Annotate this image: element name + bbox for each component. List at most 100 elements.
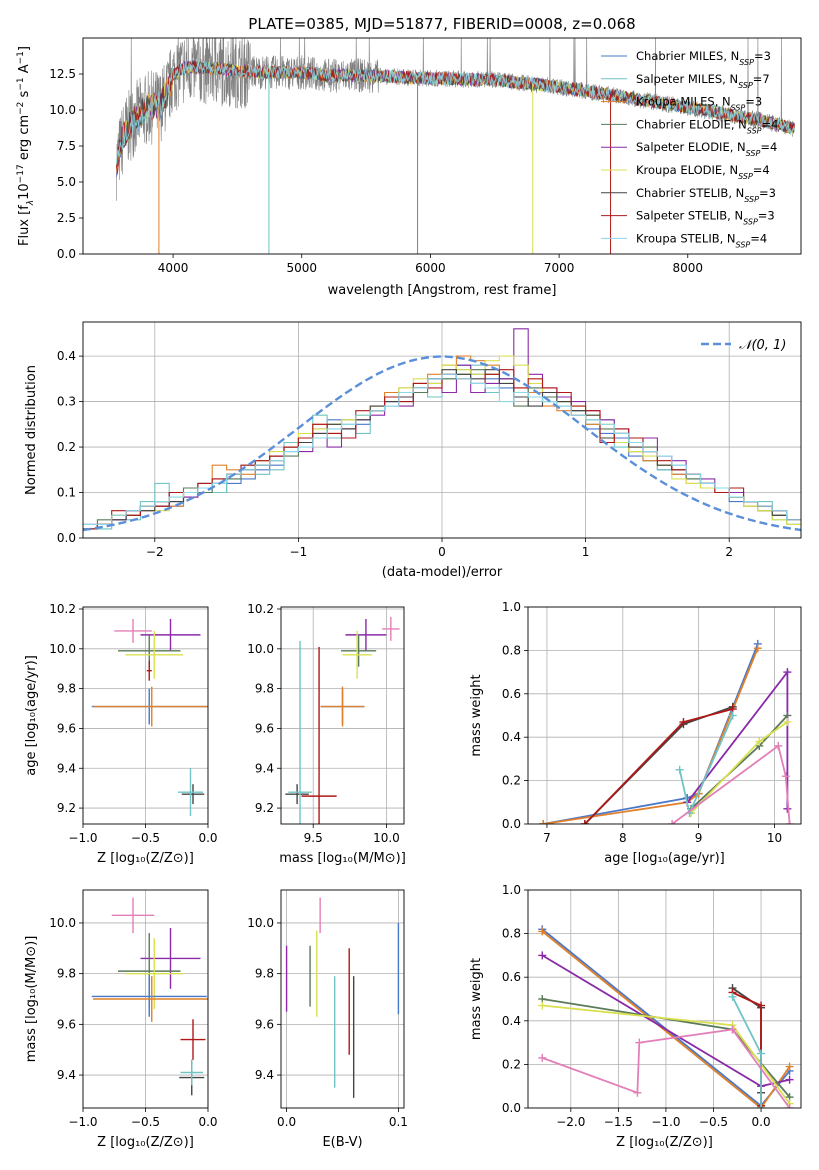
- x-tick-label: −1.0: [651, 1115, 680, 1129]
- mass-weight-marker: [785, 1075, 794, 1084]
- x-axis-label: Z [log₁₀(Z/Z⊙)]: [97, 851, 194, 866]
- x-tick-label: −0.5: [131, 831, 160, 845]
- y-tick-label: 2.5: [57, 211, 76, 225]
- x-axis-label: mass [log₁₀(M/M⊙)]: [279, 851, 406, 866]
- x-tick-label: 0.0: [752, 1115, 771, 1129]
- model-spectrum-line: [116, 60, 795, 165]
- errorbar-point: [140, 928, 201, 989]
- y-tick-label: 10.0: [49, 642, 76, 656]
- x-tick-label: −1.0: [68, 1115, 97, 1129]
- mass-weight-marker: [668, 820, 677, 824]
- axes-frame: [527, 889, 802, 1109]
- legend-entry: Chabrier MILES, NSSP=3: [636, 49, 771, 67]
- x-tick-label: 0.0: [198, 831, 217, 845]
- legend-entry-subscript: SSP: [743, 217, 758, 226]
- mass-weight-marker: [538, 951, 547, 960]
- mass-weight-marker: [755, 737, 764, 746]
- legend-entry-suffix: =4: [762, 117, 779, 131]
- x-axis-label: age [log₁₀(age/yr)]: [604, 851, 725, 866]
- errorbar-point: [382, 616, 400, 641]
- panel-mass-vs-ebv: 0.0 0.1 9.4 9.6 9.8 10.0 E(B-V): [247, 889, 408, 1150]
- y-tick-label: 0.0: [57, 247, 76, 261]
- y-tick-label: 0.2: [502, 1057, 521, 1071]
- x-tick-label: 8: [619, 831, 627, 845]
- y-axis-label-part: erg cm: [17, 115, 32, 164]
- mass-weight-marker: [785, 1104, 794, 1108]
- x-tick-label: 6000: [415, 261, 446, 275]
- chart-title: PLATE=0385, MJD=51877, FIBERID=0008, z=0…: [248, 15, 635, 33]
- y-axis-label: Normed distribution: [24, 365, 39, 495]
- mass-weight-marker: [757, 1049, 766, 1058]
- legend-entry-subscript: SSP: [746, 149, 761, 158]
- y-tick-label: 9.8: [255, 682, 274, 696]
- mass-weight-marker: [538, 1053, 547, 1062]
- x-tick-label: −1: [290, 545, 308, 559]
- mass-weight-series-line: [731, 996, 762, 1108]
- y-tick-label: 10.0: [49, 916, 76, 930]
- x-tick-label: 0: [438, 545, 446, 559]
- legend-entry-suffix: =3: [758, 209, 775, 223]
- y-tick-label: 9.2: [57, 801, 76, 815]
- legend-entry: Chabrier STELIB, NSSP=3: [636, 186, 776, 204]
- errorbar-point: [93, 976, 208, 1022]
- plot-area: [116, 38, 795, 254]
- errorbar-point: [125, 630, 183, 679]
- mass-weight-series-line: [671, 744, 791, 824]
- errorbar-point: [180, 1019, 206, 1060]
- y-tick-label: 9.6: [57, 721, 76, 735]
- panel-spectrum: 4000 5000 6000 7000 8000 0.0 2.5 5.0 7.5 10.0 12.5…: [16, 15, 802, 298]
- y-axis-label-part: ]: [17, 46, 32, 51]
- normal-reference-curve: [83, 355, 801, 532]
- y-tick-label: 9.4: [255, 1068, 274, 1082]
- mass-weight-marker: [783, 668, 792, 677]
- plot-area: [528, 890, 801, 1108]
- x-tick-label: 7: [543, 831, 551, 845]
- x-axis-label: Z [log₁₀(Z/Z⊙)]: [97, 1135, 194, 1150]
- mass-weight-marker: [539, 820, 548, 824]
- mass-weight-marker: [538, 1001, 547, 1010]
- mass-weight-marker: [753, 644, 762, 653]
- y-axis-label-part: −1: [16, 77, 26, 90]
- legend-entry-name: Chabrier MILES, N: [636, 49, 739, 63]
- y-tick-label: 0.6: [502, 970, 521, 984]
- y-tick-label: 0.8: [502, 927, 521, 941]
- errorbar-point: [181, 784, 205, 805]
- errorbar-point: [285, 784, 309, 805]
- y-axis-label-part: 10: [17, 183, 32, 200]
- mass-weight-marker: [757, 1001, 766, 1010]
- y-axis-label: mass weight: [469, 674, 484, 756]
- errorbar-point: [178, 768, 203, 817]
- y-tick-label: 0.2: [57, 440, 76, 454]
- x-axis-label: Z [log₁₀(Z/Z⊙)]: [616, 1135, 713, 1150]
- y-tick-label: 9.6: [255, 1017, 274, 1031]
- legend-entry: Kroupa MILES, NSSP=3: [636, 95, 762, 113]
- mass-weight-series-line: [543, 643, 759, 824]
- errorbar-point: [91, 976, 207, 1017]
- x-tick-label: 0.0: [198, 1115, 217, 1129]
- mass-weight-marker: [635, 1038, 644, 1047]
- x-tick-label: 0.1: [389, 1115, 408, 1129]
- mass-weight-marker: [785, 1062, 794, 1071]
- y-tick-label: 9.8: [57, 967, 76, 981]
- mass-weight-series-line: [686, 669, 789, 809]
- panel-mass-vs-Z: −1.0 −0.5 0.0 9.4 9.6 9.8 10.0 Z [log₁₀(Z/Z⊙)] m…: [24, 889, 218, 1150]
- y-tick-label: 5.0: [57, 175, 76, 189]
- x-tick-label: 2: [725, 545, 733, 559]
- axes-frame: [82, 321, 802, 539]
- errorbar-point: [140, 618, 201, 651]
- y-tick-label: 10.0: [247, 642, 274, 656]
- legend-entry: Kroupa ELODIE, NSSP=4: [636, 163, 770, 181]
- legend-entry-suffix: =3: [759, 186, 776, 200]
- x-tick-label: −1.5: [604, 1115, 633, 1129]
- y-tick-label: 0.8: [502, 643, 521, 657]
- legend-entry: Kroupa STELIB, NSSP=4: [636, 231, 767, 249]
- legend-entry-suffix: =4: [760, 140, 777, 154]
- x-tick-label: 4000: [158, 261, 189, 275]
- errorbar-point: [341, 634, 377, 667]
- legend-entry-name: Salpeter ELODIE, N: [636, 140, 746, 154]
- legend-entry-suffix: =4: [750, 231, 767, 245]
- mass-weight-marker: [538, 927, 547, 936]
- axes-frame: [82, 889, 209, 1109]
- legend-entry-subscript: SSP: [731, 103, 746, 112]
- legend-entry-subscript: SSP: [738, 80, 753, 89]
